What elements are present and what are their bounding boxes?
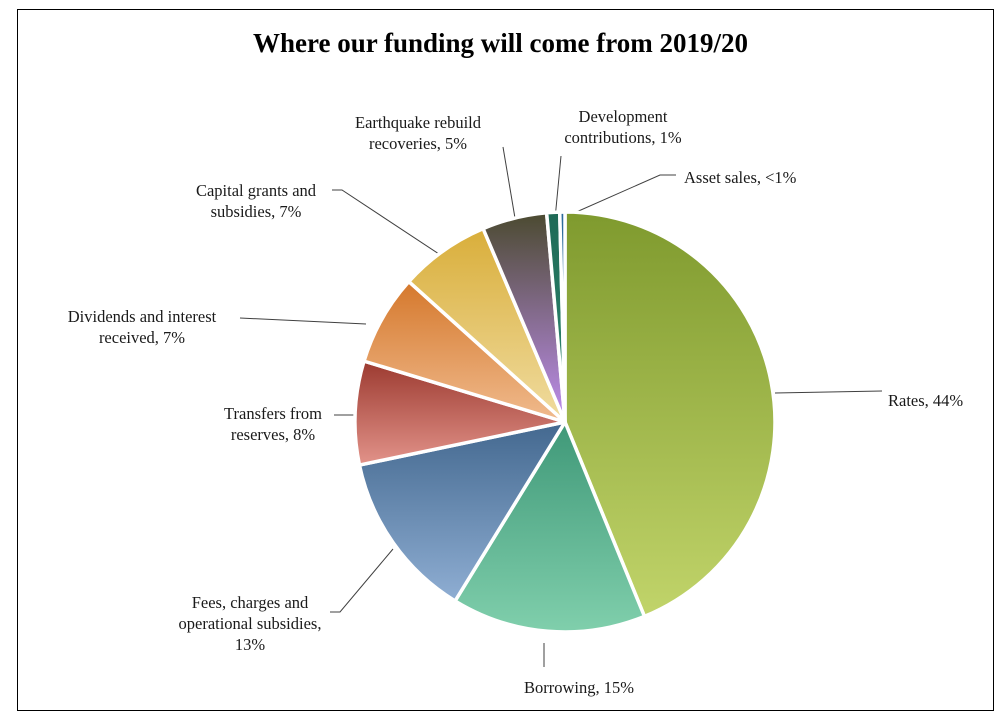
- leader-lines: [239, 146, 883, 667]
- leader-dividends: [239, 317, 367, 325]
- chart-title: Where our funding will come from 2019/20: [253, 28, 748, 58]
- leader-asset-sales: [564, 174, 676, 218]
- label-development: Development contributions, 1%: [564, 107, 682, 147]
- label-borrowing: Borrowing, 15%: [524, 678, 634, 697]
- pie-slice-borrowing: [453, 420, 647, 634]
- leader-capital: [332, 189, 443, 257]
- pie-slice-fees: [357, 420, 567, 603]
- label-earthquake: Earthquake rebuild recoveries, 5%: [355, 113, 481, 153]
- label-asset-sales: Asset sales, <1%: [684, 168, 797, 187]
- label-dividends: Dividends and interest received, 7%: [67, 307, 217, 347]
- leader-development: [554, 155, 562, 220]
- label-transfers: Transfers from reserves, 8%: [224, 404, 322, 444]
- pie-slices: [353, 210, 777, 634]
- label-fees: Fees, charges and operational subsidies,…: [178, 593, 322, 654]
- leader-fees: [330, 548, 394, 613]
- pie-slice-asset-sales: [557, 210, 567, 424]
- pie-slice-rates: [563, 210, 777, 619]
- leader-rates: [774, 390, 883, 394]
- pie-slice-transfers-from-reserves: [353, 359, 567, 467]
- label-capital: Capital grants and subsidies, 7%: [195, 181, 317, 221]
- label-rates: Rates, 44%: [888, 391, 964, 410]
- leader-earthquake: [502, 146, 517, 225]
